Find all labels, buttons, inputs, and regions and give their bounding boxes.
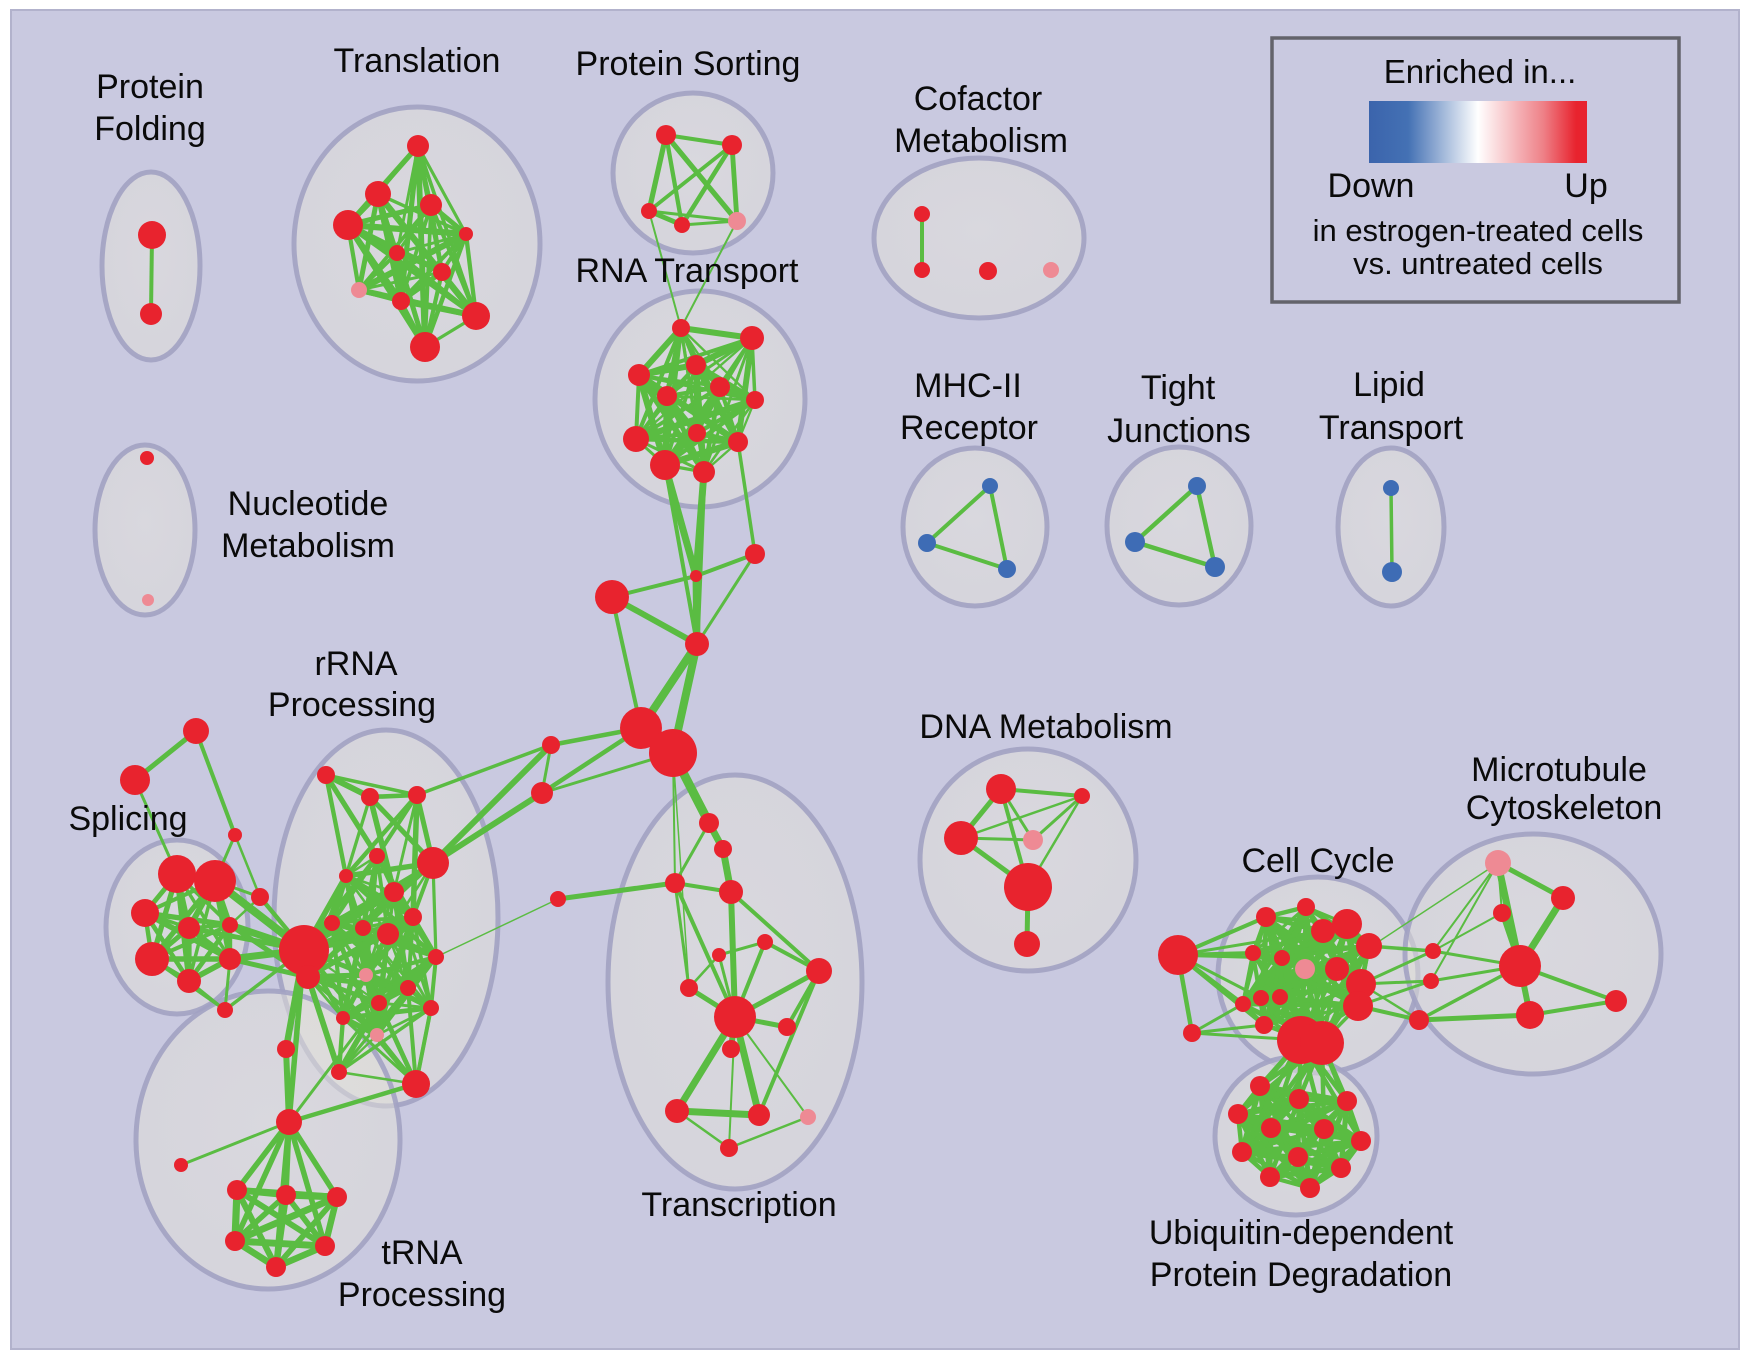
svg-text:Down: Down (1328, 167, 1415, 205)
svg-text:Cell Cycle: Cell Cycle (1241, 842, 1394, 880)
svg-text:Splicing: Splicing (68, 800, 187, 838)
svg-text:Cofactor: Cofactor (914, 80, 1043, 118)
svg-text:Processing: Processing (338, 1276, 506, 1314)
svg-text:Processing: Processing (268, 686, 436, 724)
svg-text:Enriched in...: Enriched in... (1384, 53, 1577, 90)
svg-text:rRNA: rRNA (314, 645, 397, 683)
svg-text:Receptor: Receptor (900, 409, 1038, 447)
svg-text:Metabolism: Metabolism (894, 122, 1068, 160)
svg-text:vs. untreated cells: vs. untreated cells (1353, 246, 1603, 281)
svg-text:Tight: Tight (1141, 369, 1216, 407)
svg-text:in estrogen-treated cells: in estrogen-treated cells (1313, 213, 1644, 248)
svg-text:MHC-II: MHC-II (914, 367, 1022, 405)
svg-text:Transcription: Transcription (641, 1186, 836, 1224)
svg-text:Transport: Transport (1319, 409, 1464, 447)
svg-text:Up: Up (1564, 167, 1607, 205)
svg-text:Protein Degradation: Protein Degradation (1150, 1256, 1452, 1294)
svg-text:RNA Transport: RNA Transport (576, 252, 800, 290)
svg-text:tRNA: tRNA (381, 1234, 463, 1272)
svg-text:DNA Metabolism: DNA Metabolism (919, 708, 1172, 746)
svg-text:Protein: Protein (96, 68, 204, 106)
svg-text:Protein Sorting: Protein Sorting (576, 45, 801, 83)
svg-text:Folding: Folding (94, 110, 206, 148)
svg-text:Junctions: Junctions (1107, 412, 1251, 450)
svg-text:Metabolism: Metabolism (221, 527, 395, 565)
svg-text:Ubiquitin-dependent: Ubiquitin-dependent (1149, 1214, 1454, 1252)
svg-text:Lipid: Lipid (1353, 366, 1425, 404)
svg-text:Cytoskeleton: Cytoskeleton (1466, 789, 1663, 827)
svg-text:Nucleotide: Nucleotide (228, 485, 389, 523)
svg-text:Translation: Translation (334, 42, 501, 80)
svg-text:Microtubule: Microtubule (1471, 751, 1647, 789)
